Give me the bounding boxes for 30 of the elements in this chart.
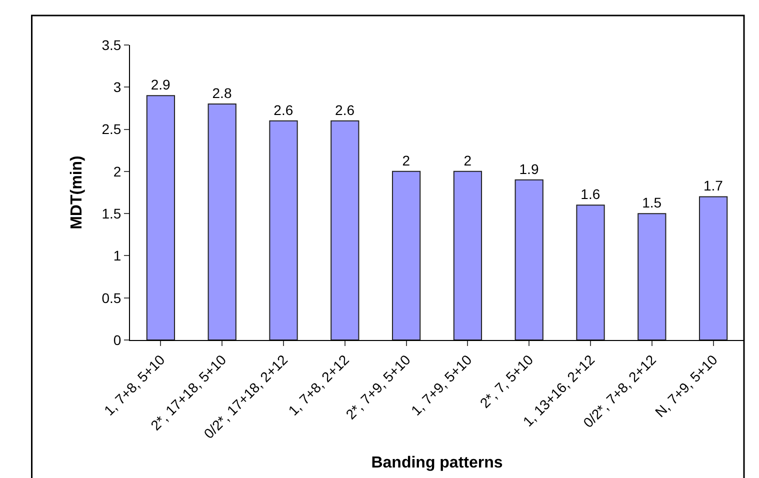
data-label: 1.5	[642, 194, 662, 211]
data-label: 2	[464, 152, 472, 168]
data-label: 2.6	[335, 102, 355, 118]
data-label: 2.8	[212, 85, 232, 101]
y-tick-label: 0.5	[102, 290, 122, 306]
y-tick-label: 3	[113, 79, 122, 96]
y-tick-label: 0	[113, 332, 122, 348]
y-tick-label: 2.5	[102, 121, 122, 138]
data-label: 1.6	[580, 186, 600, 202]
data-label: 1.7	[703, 178, 724, 194]
y-tick-label: 1.5	[102, 205, 122, 222]
bar	[514, 179, 544, 340]
y-axis-title: MDT(min)	[68, 156, 86, 230]
data-label: 2.9	[150, 76, 171, 93]
bar	[146, 95, 176, 340]
bar	[576, 204, 605, 340]
bar	[638, 213, 666, 340]
data-label: 2.6	[274, 102, 294, 118]
data-label: 2	[402, 152, 410, 168]
data-label: 1.9	[519, 160, 539, 177]
y-tick-label: 1	[113, 248, 122, 264]
x-axis-title: Banding patterns	[371, 454, 503, 472]
bar	[698, 196, 728, 340]
y-tick-label: 3.5	[102, 36, 122, 53]
bar	[269, 120, 298, 340]
y-tick-label: 2	[113, 163, 122, 180]
bar	[208, 104, 236, 340]
bar	[330, 120, 360, 340]
bar	[392, 170, 421, 340]
bar	[453, 170, 482, 340]
